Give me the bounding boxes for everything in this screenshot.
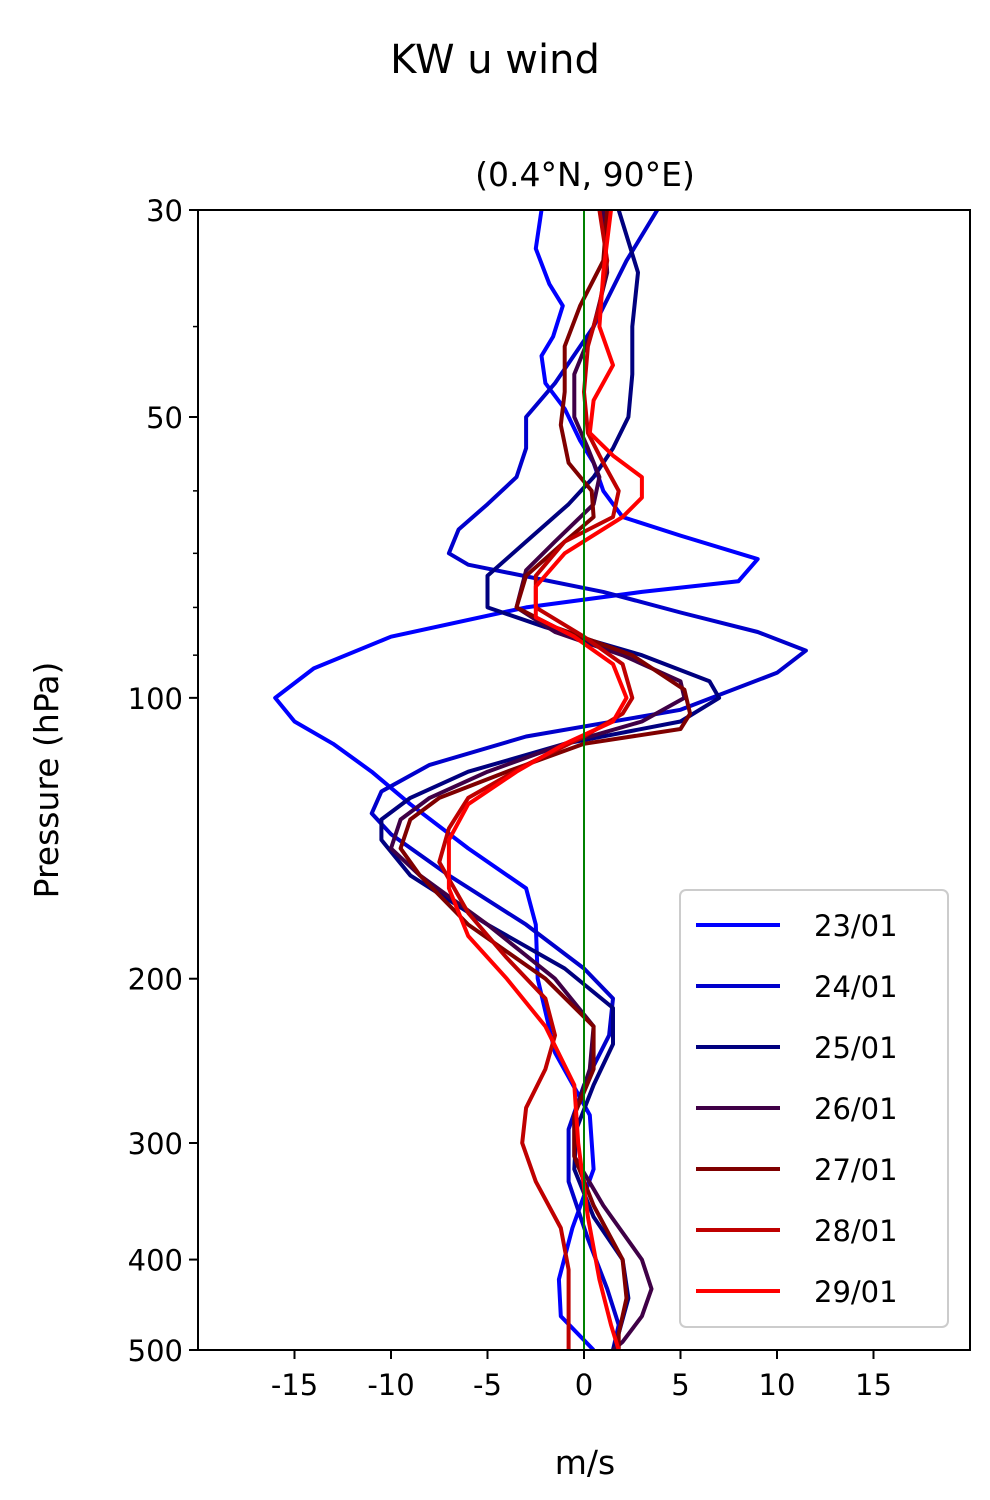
legend-label: 25/01	[814, 1031, 898, 1065]
chart-subtitle: (0.4°N, 90°E)	[475, 155, 695, 194]
y-tick-label: 30	[146, 194, 183, 228]
y-tick-label: 400	[128, 1244, 183, 1278]
legend-label: 28/01	[814, 1214, 898, 1248]
legend-label: 24/01	[814, 970, 898, 1004]
y-tick-label: 200	[128, 963, 183, 997]
chart-title: KW u wind	[390, 37, 600, 83]
x-tick-label: -10	[367, 1368, 414, 1402]
series-line-25-01	[379, 210, 722, 1350]
legend-box	[679, 889, 949, 1328]
x-tick-label: 5	[671, 1368, 689, 1402]
series-line-26-01	[389, 210, 687, 1350]
y-tick-label: 500	[128, 1334, 183, 1368]
y-tick-label: 300	[128, 1127, 183, 1161]
series-line-29-01	[446, 210, 644, 1350]
legend-label: 29/01	[814, 1275, 898, 1309]
x-tick-label: 10	[759, 1368, 796, 1402]
legend-label: 26/01	[814, 1092, 898, 1126]
series-line-27-01	[398, 210, 693, 1350]
plot-area: -15 -10 -5 0 5 10 15 30 50 100 200 300 400 500 23/01 24…	[128, 194, 971, 1402]
y-axis-label: Pressure (hPa)	[27, 662, 66, 899]
x-tick-label: -5	[473, 1368, 502, 1402]
y-tick-label: 50	[146, 401, 183, 435]
x-tick-label: 0	[575, 1368, 593, 1402]
x-axis-label: m/s	[555, 1443, 615, 1482]
x-tick-label: -15	[271, 1368, 318, 1402]
legend-label: 23/01	[814, 909, 898, 943]
legend-label: 27/01	[814, 1153, 898, 1187]
y-tick-label: 100	[128, 682, 183, 716]
x-tick-label: 15	[855, 1368, 892, 1402]
